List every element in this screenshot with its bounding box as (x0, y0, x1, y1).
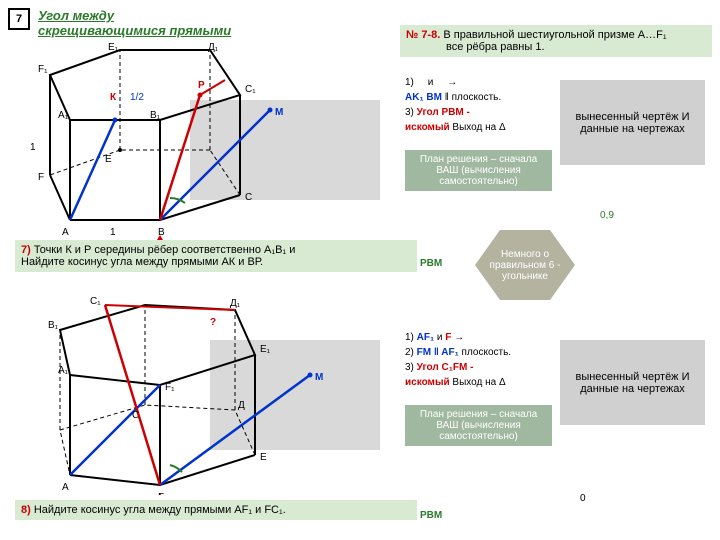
pbm-tag-top: PBM (420, 258, 442, 269)
svg-text:M: M (315, 372, 323, 383)
step-3: 3) Угол PBM - (405, 105, 545, 120)
problem-text: В правильной шестиугольной призме A…F₁ (443, 29, 666, 41)
svg-text:Р: Р (198, 80, 205, 91)
steps-top: 1) и → AK₁ BM ‖ плоскость. 3) Угол PBM -… (405, 75, 545, 135)
page-number: 7 (16, 13, 22, 25)
svg-text:B₁: B₁ (150, 110, 161, 121)
svg-text:B₁: B₁ (48, 320, 59, 331)
step-b1: 1) AF₁ и F → (405, 330, 545, 345)
diagram-top: A B C E F A₁ B₁ C₁ Д₁ E₁ F₁ К Р M 1/2 1 … (10, 40, 380, 240)
pbm-tag-bottom: PBM (420, 510, 442, 521)
step-1: 1) и → (405, 75, 545, 90)
svg-text:F: F (38, 172, 44, 183)
task8-text: Найдите косинус угла между прямыми AF₁ и… (34, 504, 286, 516)
step-2: AK₁ BM ‖ плоскость. (405, 90, 545, 105)
task8-prefix: 8) (21, 504, 31, 516)
svg-text:F: F (158, 492, 164, 495)
svg-text:C₁: C₁ (245, 84, 256, 95)
steps-bottom: 1) AF₁ и F → 2) FM ‖ AF₁ плоскость. 3) У… (405, 330, 545, 390)
hex-note: Немного о правильном 6 - угольнике (475, 230, 575, 300)
svg-text:1: 1 (30, 142, 36, 153)
page-title: Угол между скрещивающимися прямыми (38, 8, 238, 38)
svg-text:C₁: C₁ (90, 296, 101, 307)
step-b4: искомый Выход на Δ (405, 375, 545, 390)
task7-band: 7) Точки К и Р середины рёбер соответств… (15, 240, 417, 272)
svg-text:Д: Д (238, 400, 245, 411)
step-4: искомый Выход на Δ (405, 120, 545, 135)
svg-text:1/2: 1/2 (130, 92, 144, 103)
svg-text:C: C (245, 192, 252, 203)
task7-line2: Найдите косинус угла между прямыми АК и … (21, 256, 263, 268)
svg-text:Д₁: Д₁ (230, 298, 241, 309)
problem-sub: все рёбра равны 1. (406, 41, 545, 53)
step-b3: 3) Угол C₁FM - (405, 360, 545, 375)
problem-number: № 7-8. (406, 29, 440, 41)
page-number-box: 7 (8, 8, 30, 30)
step-b2: 2) FM ‖ AF₁ плоскость. (405, 345, 545, 360)
task8-band: 8) Найдите косинус угла между прямыми AF… (15, 500, 417, 520)
svg-text:A₁: A₁ (58, 365, 69, 376)
svg-text:F₁: F₁ (165, 382, 175, 393)
problem-header-band: № 7-8. В правильной шестиугольной призме… (400, 25, 712, 57)
val-09: 0,9 (600, 210, 614, 221)
svg-text:A: A (62, 227, 69, 238)
right-box-top: вынесенный чертёж И данные на чертежах (560, 80, 705, 165)
diagram-bottom: A F E Д C A₁ B₁ C₁ Д₁ E₁ F₁ M ? (10, 290, 380, 495)
svg-text:Д₁: Д₁ (208, 42, 219, 53)
svg-text:?: ? (210, 317, 216, 328)
svg-text:C: C (132, 410, 139, 421)
right-box-bottom: вынесенный чертёж И данные на чертежах (560, 340, 705, 425)
svg-text:F₁: F₁ (38, 64, 48, 75)
svg-text:E₁: E₁ (260, 344, 271, 355)
svg-text:E: E (260, 452, 267, 463)
svg-text:B: B (158, 227, 165, 238)
svg-text:E₁: E₁ (108, 42, 119, 53)
task7-line1: Точки К и Р середины рёбер соответственн… (34, 244, 296, 256)
svg-text:К: К (110, 92, 117, 103)
svg-text:A₁: A₁ (58, 110, 69, 121)
task7-prefix: 7) (21, 244, 31, 256)
plan-box-bottom: План решения – сначала ВАШ (вычисления с… (405, 405, 552, 446)
plan-box-top: План решения – сначала ВАШ (вычисления с… (405, 150, 552, 191)
val-0: 0 (580, 493, 586, 504)
svg-text:1: 1 (110, 227, 116, 238)
svg-text:E: E (105, 154, 112, 165)
svg-text:A: A (62, 482, 69, 493)
svg-text:M: M (275, 107, 283, 118)
